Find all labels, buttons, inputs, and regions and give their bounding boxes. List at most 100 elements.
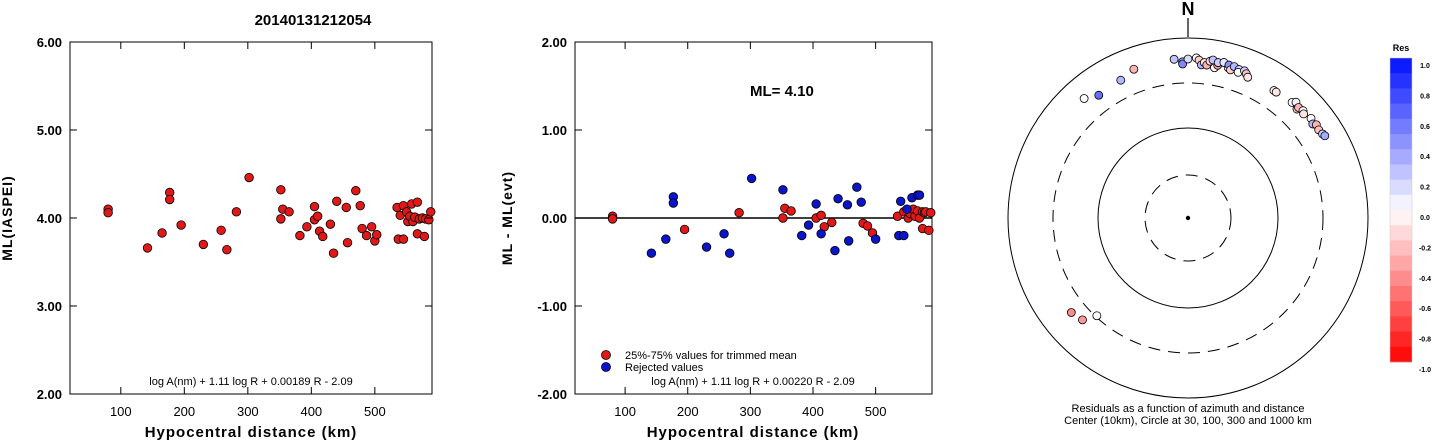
station-marker [1066, 308, 1076, 317]
colorbar-cell [1390, 346, 1412, 363]
y-tick-label: -2.00 [537, 387, 567, 402]
station-marker [1094, 90, 1104, 100]
colorbar-frame [1389, 57, 1413, 363]
colorbar-cell [1390, 103, 1412, 120]
colorbar-cell [1390, 286, 1412, 302]
legend-marker-accepted [601, 350, 611, 360]
data-point-rejected [914, 190, 925, 200]
colorbar-cell [1390, 118, 1412, 135]
data-point-accepted [816, 210, 826, 221]
data-point-rejected [895, 196, 906, 206]
y-tick-label: 4.00 [37, 211, 62, 226]
colorbar-cell [1390, 270, 1412, 287]
data-point-rejected [833, 193, 843, 204]
colorbar-cell [1390, 301, 1412, 317]
axes-layer: 100 200 300 400 500 -2.00 -1.00 0.00 1.00 2.00 [537, 35, 932, 419]
data-point-rejected [852, 182, 862, 192]
data-point-rejected [778, 185, 788, 195]
data-point [318, 231, 328, 242]
station-marker [1169, 54, 1179, 64]
data-point [351, 186, 361, 196]
data-point [309, 201, 320, 212]
caption-line-2: Center (10km), Circle at 30, 100, 300 an… [1064, 415, 1312, 427]
data-point-accepted [778, 213, 788, 223]
station-marker [1243, 72, 1253, 82]
data-point-rejected [803, 220, 814, 230]
data-point [372, 230, 382, 240]
data-point [276, 214, 286, 224]
colorbar-tick-label: 0.2 [1420, 185, 1430, 192]
figure-title: 20140131212054 [255, 12, 372, 29]
ring-1000km [1007, 37, 1369, 399]
data-point-rejected [701, 242, 712, 252]
data-point [419, 231, 430, 242]
colorbar-cell [1390, 149, 1412, 165]
station-marker [1129, 64, 1139, 74]
data-point [361, 230, 372, 241]
data-point [357, 223, 367, 234]
data-point [176, 220, 186, 230]
formula-label: log A(nm) + 1.11 log R + 0.00220 R - 2.0… [651, 376, 854, 388]
colorbar-cell [1390, 316, 1412, 332]
data-point-accepted [734, 208, 744, 218]
colorbar-tick-label: 0.0 [1420, 215, 1430, 222]
y-tick-label: 6.00 [37, 35, 62, 50]
station-marker [1092, 311, 1102, 321]
ml-annotation: ML= 4.10 [750, 83, 814, 100]
y-axis-title: ML - ML(evt) [499, 171, 515, 265]
data-point [366, 222, 377, 232]
colorbar-tick-label: 1.0 [1420, 63, 1430, 70]
caption-line-1: Residuals as a function of azimuth and d… [1072, 403, 1305, 415]
data-point-rejected [719, 229, 729, 239]
x-tick-label: 400 [300, 404, 322, 419]
data-point-rejected [856, 197, 866, 207]
y-tick-label: 5.00 [37, 123, 62, 138]
data-point [216, 225, 226, 236]
x-tick-label: 300 [740, 404, 762, 419]
data-point [302, 222, 312, 232]
colorbar-tick-label: -1.0 [1419, 367, 1431, 374]
data-point-accepted [827, 217, 837, 228]
colorbar-cell [1390, 58, 1412, 74]
station-marker [1079, 94, 1089, 103]
colorbar-tick-label: -0.2 [1419, 245, 1431, 252]
data-point [222, 244, 232, 255]
colorbar-cell [1390, 255, 1412, 272]
colorbar-labels: 1.0 0.8 0.6 0.4 0.2 0.0 -0.2 -0.4 -0.6 -0.8 -1.0 [1419, 63, 1431, 374]
colorbar-cell [1390, 179, 1412, 196]
x-axis-title: Hypocentral distance (km) [145, 424, 358, 441]
colorbar-cell [1390, 134, 1412, 150]
y-tick-label: 2.00 [37, 387, 62, 402]
y-tick-label: 2.00 [542, 35, 567, 50]
colorbar-tick-label: 0.6 [1420, 124, 1430, 131]
station-marker [1271, 87, 1281, 97]
data-point-accepted [924, 225, 934, 236]
x-tick-label: 500 [865, 404, 887, 419]
data-point-rejected [830, 245, 840, 256]
data-point-accepted [679, 224, 690, 235]
formula-label: log A(nm) + 1.11 log R + 0.00189 R - 2.0… [149, 376, 352, 388]
data-point [276, 185, 286, 195]
data-point [244, 172, 254, 183]
colorbar-tick-label: -0.6 [1419, 306, 1431, 313]
legend-label-rejected: Rejected values [625, 362, 704, 374]
ml-annotation-value: 4.10 [785, 83, 814, 100]
data-point-rejected [842, 200, 853, 210]
x-tick-label: 300 [237, 404, 259, 419]
data-point [325, 219, 336, 229]
colorbar-cell [1390, 225, 1412, 241]
colorbar-tick-label: -0.4 [1419, 276, 1431, 283]
ring-30km [1144, 174, 1232, 262]
colorbar-cell [1390, 194, 1412, 211]
data-point-rejected [870, 234, 881, 244]
data-point [424, 215, 434, 225]
ring-300km [1052, 82, 1324, 354]
data-point [398, 234, 409, 244]
colorbar-cell [1390, 210, 1412, 226]
x-tick-label: 200 [677, 404, 699, 419]
colorbar-cell [1390, 331, 1412, 348]
data-point [328, 248, 339, 258]
data-point-accepted [862, 221, 873, 231]
y-tick-label: -1.00 [537, 299, 567, 314]
